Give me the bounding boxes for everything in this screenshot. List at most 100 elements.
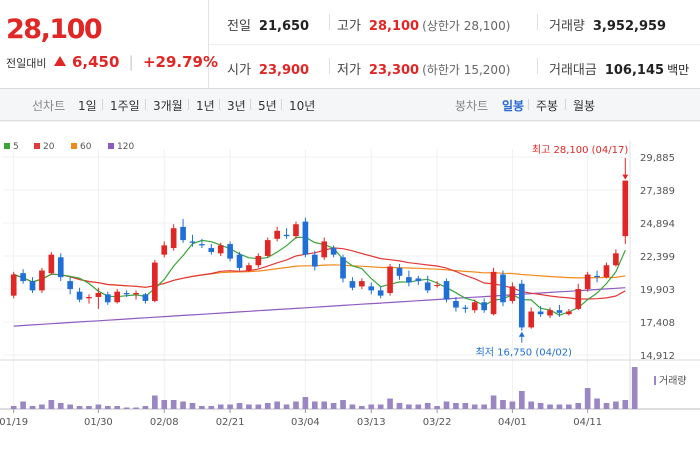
volume-bar	[133, 407, 139, 409]
volume-bar	[189, 403, 196, 409]
candle-body	[340, 257, 346, 279]
tab-1y[interactable]: 1년	[196, 99, 215, 113]
tab-10y[interactable]: 10년	[289, 99, 316, 113]
divider	[281, 99, 282, 110]
tab-monthly[interactable]: 월봉	[573, 99, 596, 113]
candle-body	[236, 254, 243, 268]
candle-body	[424, 282, 431, 291]
volume-bar	[227, 404, 233, 409]
volume-bar	[518, 391, 525, 409]
candle-body	[518, 283, 525, 328]
volume-bars: 거래량	[10, 367, 687, 409]
candle-body	[349, 281, 356, 288]
candle-body	[613, 253, 619, 266]
volume-bar	[57, 403, 64, 409]
divider	[528, 99, 529, 110]
volume-bar	[584, 388, 591, 409]
y-tick-label: 29,885	[640, 153, 675, 164]
stat-prev-close: 전일 21,650	[227, 19, 310, 34]
change-amount: 6,450	[71, 53, 120, 71]
candle-body	[481, 302, 487, 311]
x-tick-label: 02/08	[150, 417, 179, 428]
candle-body	[443, 281, 450, 300]
candle-body	[453, 300, 459, 308]
legend-swatch	[71, 143, 77, 149]
candle-body	[575, 289, 582, 309]
candle-body	[104, 294, 111, 303]
tab-weekly[interactable]: 주봉	[536, 99, 559, 113]
x-tick-label: 03/04	[291, 417, 320, 428]
volume-bar	[255, 404, 262, 409]
candle-body	[133, 293, 139, 295]
stats-row-1: 전일 21,650 고가 28,100 (상한가 28,100) 거래량 3,952,9…	[209, 0, 700, 45]
tab-daily[interactable]: 일봉	[502, 99, 525, 113]
candle-body	[566, 311, 572, 315]
line-chart-label: 선차트	[32, 99, 66, 113]
candles	[10, 180, 629, 331]
tab-3m[interactable]: 3개월	[153, 99, 183, 113]
y-tick-label: 27,389	[640, 186, 675, 197]
candle-body	[471, 302, 478, 311]
candle-body	[142, 294, 149, 301]
volume-bar	[594, 398, 600, 409]
x-axis: 01/19 01/30 02/08 02/21 03/04 03/13 03/22 04/01…	[0, 409, 602, 428]
divider	[219, 99, 220, 110]
tab-1w[interactable]: 1주일	[110, 99, 140, 113]
volume-bar	[453, 403, 459, 409]
volume-bar	[208, 406, 215, 409]
tab-5y[interactable]: 5년	[258, 99, 277, 113]
volume-bar	[575, 403, 582, 409]
divider	[188, 99, 189, 110]
candle-body	[594, 275, 600, 278]
x-tick-label: 04/01	[498, 417, 527, 428]
price-change: 전일대비 6,450 | +29.79%	[6, 53, 218, 71]
current-price: 28,100	[6, 14, 103, 45]
stat-high: 고가 28,100 (상한가 28,100)	[337, 19, 511, 34]
quote-header: 28,100 전일대비 6,450 | +29.79% 전일 21,650 고가 2…	[0, 0, 700, 89]
volume-bar	[481, 404, 487, 409]
stat-low: 저가 23,300 (하한가 15,200)	[337, 63, 511, 78]
candle-body	[622, 180, 629, 237]
candle-body	[199, 244, 205, 246]
candle-body	[114, 291, 121, 303]
candle-body	[246, 265, 252, 271]
low-arrow-head	[518, 331, 525, 337]
divider	[537, 14, 538, 30]
volume-bar	[509, 401, 516, 409]
volume-legend-swatch	[654, 376, 656, 385]
y-tick-label: 17,408	[640, 318, 675, 329]
divider	[565, 99, 566, 110]
candle-body	[161, 245, 168, 255]
volume-bar	[236, 403, 243, 409]
candle-body	[359, 281, 365, 287]
volume-bar	[293, 401, 299, 409]
candle-body	[57, 257, 64, 278]
stat-volume: 거래량 3,952,959	[549, 19, 667, 34]
candle-body	[67, 281, 73, 290]
volume-bar	[330, 403, 337, 409]
volume-bar	[547, 404, 553, 409]
volume-bar	[311, 401, 318, 409]
volume-bar	[10, 406, 17, 409]
candle-body	[500, 274, 506, 303]
volume-bar	[500, 400, 506, 409]
y-tick-label: 14,912	[640, 351, 675, 362]
volume-bar	[29, 406, 36, 409]
candle-body	[311, 254, 318, 267]
candle-body	[415, 278, 422, 282]
candle-body	[20, 273, 26, 282]
volume-bar	[490, 395, 497, 409]
tab-3y[interactable]: 3년	[227, 99, 246, 113]
divider	[537, 58, 538, 74]
candle-body	[293, 224, 299, 237]
divider	[145, 99, 146, 110]
divider	[250, 99, 251, 110]
volume-bar	[142, 406, 149, 409]
volume-bar	[406, 404, 412, 409]
ma-5-line	[13, 236, 626, 316]
volume-bar	[283, 404, 290, 409]
tab-1d[interactable]: 1일	[78, 99, 97, 113]
candle-body	[123, 293, 130, 295]
annotations: 최고 28,100 (04/17) 최저 16,750 (04/02)	[476, 144, 629, 359]
legend-swatch	[4, 143, 10, 149]
